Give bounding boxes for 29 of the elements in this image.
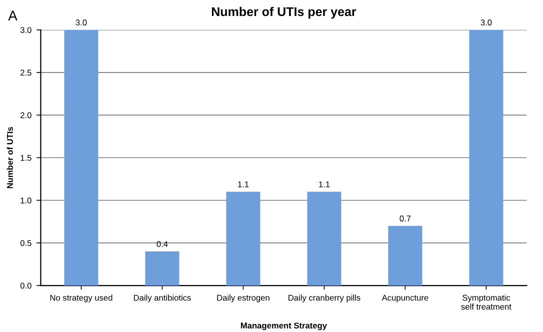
y-tick-label: 0.0	[20, 282, 32, 289]
bar	[388, 226, 422, 286]
y-tick-label: 1.0	[20, 198, 32, 204]
x-tick-label: Daily antibiotics	[134, 294, 191, 302]
bar	[64, 30, 98, 286]
x-tick-label: Acupuncture	[382, 294, 428, 302]
x-tick-label: Daily cranberry pills	[288, 294, 360, 302]
data-label: 3.0	[76, 20, 87, 26]
y-axis-title: Number of UTIs	[6, 127, 13, 188]
bar	[145, 251, 180, 286]
bar	[226, 192, 260, 286]
x-tick-label: No strategy used	[50, 294, 112, 302]
data-label: 0.7	[400, 216, 411, 222]
data-label: 1.1	[319, 182, 330, 188]
data-label: 3.0	[480, 20, 492, 26]
x-axis-title: Management Strategy	[240, 322, 327, 330]
y-tick-label: 2.5	[20, 70, 32, 76]
data-label: 1.1	[238, 182, 249, 188]
bar	[469, 30, 504, 286]
text: A	[8, 10, 18, 20]
y-tick-label: 1.5	[20, 154, 32, 161]
x-tick-label: Daily estrogen	[217, 294, 270, 302]
data-label: 0.4	[156, 241, 168, 248]
y-tick-label: 3.0	[20, 27, 32, 33]
chart-title: Number of UTIs per year	[212, 6, 356, 19]
x-tick-label: Symptomatic self treatment	[461, 294, 512, 310]
y-tick-label: 2.0	[20, 112, 32, 118]
y-tick-label: 0.5	[20, 240, 32, 246]
bar	[307, 192, 342, 286]
